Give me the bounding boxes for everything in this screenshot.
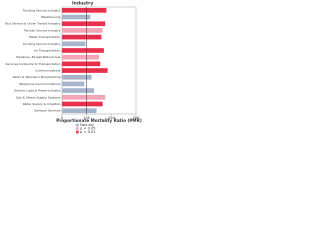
chart: Industry Proportionate Mortality Ratio (… [5,1,142,135]
y-tick-label: Radio & Television Broadcasting [13,75,61,79]
bar [62,88,95,93]
bar [62,81,85,87]
bar [62,48,104,53]
bar [62,74,92,80]
legend-swatch [76,127,79,130]
y-tick-label: Trucking Service Industry [22,8,61,12]
y-tick-label: Warehousing [41,15,61,19]
x-tick-label: 200 [108,116,116,120]
bar [62,41,86,47]
y-tick-label: Services Incidental to Transportation [6,62,61,66]
y-tick-label: Air Transportation [34,48,61,52]
y-tick-label: Telephone Communications [18,82,61,86]
bar [62,108,97,113]
y-tick-label: Sanitary Services [34,109,61,113]
y-tick-label: Trucking Service Industry [22,42,61,46]
y-tick-label: Water Transportation [29,35,61,39]
y-tick-label: Gas & Steam Supply Systems [16,95,61,99]
x-tick-label: 0 [61,116,64,120]
y-tick-label: Electric Light & Power Industry [14,89,60,93]
y-tick-label: Bus Service & Urban Transit Industry [5,22,60,26]
legend-label: Non-sig [80,123,94,127]
bar [62,68,108,73]
legend-label: p < 0.05 [80,127,96,131]
bar [62,8,107,13]
bar [62,21,106,27]
y-tick-label: Water Supply & Irrigation [23,102,61,106]
legend-swatch [76,130,79,134]
x-tick-label: 100 [83,116,91,120]
bar [62,34,102,40]
bar [62,14,91,20]
y-tick-label: Taxicab Service Industry [23,28,61,32]
legend-swatch [76,123,79,127]
bar [62,28,103,33]
chart-title: Industry [72,1,93,7]
bar [62,101,103,107]
bar [62,61,101,67]
y-tick-label: Communications [35,69,61,73]
bar [62,94,106,100]
x-tick-label: 300 [133,116,141,120]
bar [62,54,99,60]
legend-label: p < 0.01 [80,130,96,134]
x-axis-title: Proportionate Mortality Ratio (PMR) [56,118,142,123]
y-tick-label: Pipelines, Except Natural Gas [16,55,61,59]
